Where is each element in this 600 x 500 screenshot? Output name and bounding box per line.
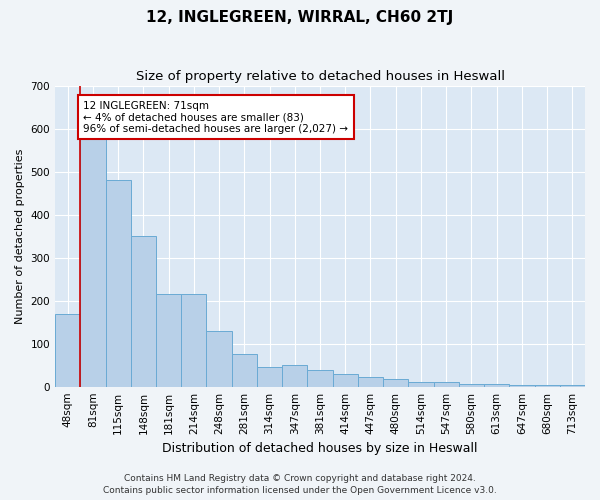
- Y-axis label: Number of detached properties: Number of detached properties: [15, 148, 25, 324]
- Bar: [80, 130, 106, 386]
- Bar: [484, 384, 509, 386]
- Bar: [282, 365, 307, 386]
- Bar: [383, 379, 409, 386]
- Bar: [560, 385, 585, 386]
- Text: Contains HM Land Registry data © Crown copyright and database right 2024.
Contai: Contains HM Land Registry data © Crown c…: [103, 474, 497, 495]
- Bar: [156, 294, 181, 386]
- Bar: [332, 374, 358, 386]
- Bar: [307, 370, 332, 386]
- Bar: [232, 354, 257, 386]
- Text: 12 INGLEGREEN: 71sqm
← 4% of detached houses are smaller (83)
96% of semi-detach: 12 INGLEGREEN: 71sqm ← 4% of detached ho…: [83, 100, 349, 134]
- Bar: [131, 236, 156, 386]
- Bar: [358, 377, 383, 386]
- Title: Size of property relative to detached houses in Heswall: Size of property relative to detached ho…: [136, 70, 505, 83]
- Bar: [181, 294, 206, 386]
- Bar: [55, 314, 80, 386]
- X-axis label: Distribution of detached houses by size in Heswall: Distribution of detached houses by size …: [162, 442, 478, 455]
- Bar: [206, 331, 232, 386]
- Text: 12, INGLEGREEN, WIRRAL, CH60 2TJ: 12, INGLEGREEN, WIRRAL, CH60 2TJ: [146, 10, 454, 25]
- Bar: [459, 384, 484, 386]
- Bar: [509, 384, 535, 386]
- Bar: [409, 382, 434, 386]
- Bar: [106, 180, 131, 386]
- Bar: [257, 368, 282, 386]
- Bar: [535, 385, 560, 386]
- Bar: [434, 382, 459, 386]
